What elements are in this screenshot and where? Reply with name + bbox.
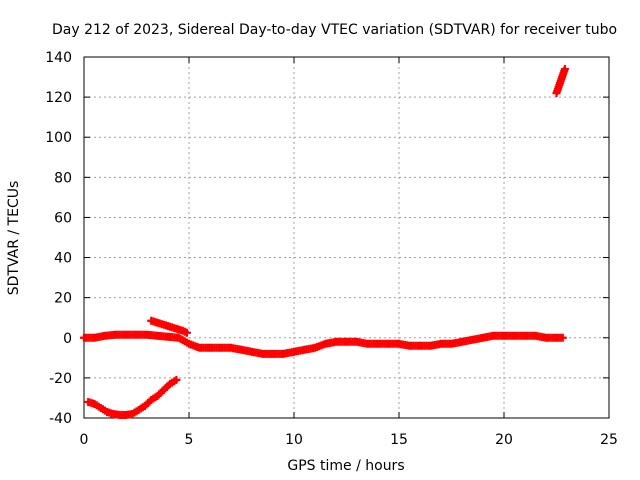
x-tick-label: 20 <box>495 432 513 448</box>
y-tick-label: -40 <box>49 411 72 427</box>
y-tick-label: 20 <box>54 291 72 307</box>
data-marks <box>80 65 569 419</box>
series-late-spike <box>552 65 569 98</box>
data-point <box>172 375 181 384</box>
data-point <box>560 65 569 74</box>
x-tick-label: 0 <box>80 432 89 448</box>
y-tick-label: 0 <box>63 331 72 347</box>
grid-lines <box>84 57 609 418</box>
y-tick-label: 60 <box>54 210 72 226</box>
x-tick-label: 15 <box>390 432 408 448</box>
y-tick-label: 80 <box>54 170 72 186</box>
series-upper-segment <box>147 316 191 337</box>
y-tick-label: 100 <box>45 130 72 146</box>
y-tick-label: 120 <box>45 90 72 106</box>
x-tick-label: 5 <box>185 432 194 448</box>
x-tick-label: 10 <box>285 432 303 448</box>
plot-frame <box>83 56 610 419</box>
series-main-track <box>80 330 567 358</box>
series-lower-arc <box>84 375 181 419</box>
data-point <box>558 333 567 342</box>
x-tick-label: 25 <box>600 432 618 448</box>
y-tick-label: -20 <box>49 371 72 387</box>
data-point <box>182 328 191 337</box>
y-tick-label: 140 <box>45 50 72 66</box>
y-tick-label: 40 <box>54 251 72 267</box>
y-axis-label: SDTVAR / TECUs <box>6 181 22 296</box>
chart-title: Day 212 of 2023, Sidereal Day-to-day VTE… <box>52 22 617 38</box>
x-axis-label: GPS time / hours <box>287 458 404 474</box>
axis-ticks: 0 5 10 15 20 25 -40 -20 0 20 40 60 80 100 120 140 <box>45 50 618 448</box>
